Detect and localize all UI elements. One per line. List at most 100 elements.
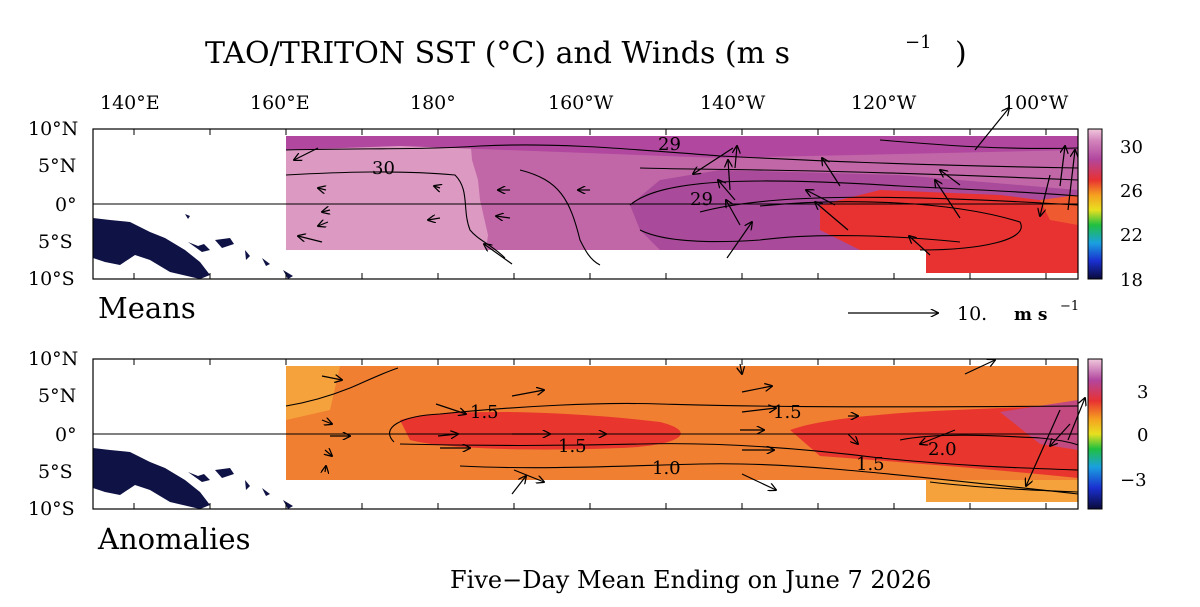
lon-tick: 180°	[410, 92, 456, 114]
anomalies-tickmarks	[133, 359, 1047, 509]
wind-vector	[434, 186, 440, 188]
wind-vector	[511, 390, 544, 397]
land-new-guinea	[93, 448, 210, 509]
contour-label: 30	[372, 158, 395, 179]
contour-line	[389, 402, 1078, 443]
wind-vector	[847, 433, 858, 444]
wind-scale-value: 10.	[957, 303, 987, 325]
footer-caption: Five−Day Mean Ending on June 7 2026	[450, 566, 931, 594]
wind-vector	[741, 386, 772, 393]
contour-line	[399, 443, 1078, 471]
contour-line	[899, 434, 1078, 446]
contour-line	[929, 481, 1078, 493]
wind-vector	[974, 108, 1009, 151]
contour-label: 29	[690, 189, 713, 210]
land-island	[245, 480, 250, 490]
wind-vector	[496, 216, 511, 218]
wind-vector	[1067, 150, 1075, 211]
contour-label: 2.0	[928, 439, 957, 460]
lat-tick: 0°	[55, 424, 77, 446]
wind-vector	[321, 376, 342, 380]
wind-vector	[740, 363, 742, 374]
contour-line	[519, 169, 601, 266]
wind-vector	[1067, 398, 1085, 441]
colorbar-tick: 18	[1120, 270, 1143, 291]
contour-line	[285, 144, 1078, 169]
contour-label: 1.5	[470, 402, 499, 423]
lat-tick: 0°	[55, 194, 77, 216]
land-new-guinea	[93, 218, 210, 279]
means-lat-labels: 10°N 5°N 0° 5°S 10°S	[28, 118, 78, 290]
wind-vector	[940, 170, 961, 186]
wind-scale-unit: m s	[1014, 305, 1047, 325]
lat-tick: 10°S	[28, 498, 75, 520]
anomalies-lat-labels: 10°N 5°N 0° 5°S 10°S	[28, 348, 78, 520]
wind-vector	[935, 180, 961, 219]
wind-vector	[693, 147, 734, 174]
sst-fill-red	[820, 190, 1078, 273]
contour-label: 1.5	[856, 454, 885, 475]
wind-vector	[909, 236, 931, 256]
wind-vector	[815, 202, 849, 231]
contour-line	[629, 180, 1078, 206]
wind-vector	[726, 222, 752, 259]
anom-fill-red-east	[790, 405, 1078, 478]
wind-vector	[735, 146, 737, 169]
contour-line	[879, 139, 1078, 149]
wind-vector	[718, 180, 736, 201]
lon-tick: 140°W	[700, 92, 766, 114]
wind-vector	[806, 190, 836, 206]
wind-vector	[741, 473, 776, 490]
colorbar-tick: −3	[1120, 470, 1147, 491]
anomalies-wind-vectors	[321, 360, 1085, 495]
land-island	[185, 214, 190, 219]
lat-tick: 10°N	[28, 348, 78, 370]
wind-vector	[294, 147, 319, 160]
wind-vector	[484, 244, 513, 265]
colorbar-tick: 30	[1120, 137, 1143, 158]
wind-vector	[318, 222, 329, 226]
land-island	[188, 472, 210, 482]
land-island	[245, 250, 250, 260]
contour-label: 1.5	[773, 402, 802, 423]
means-frame	[92, 128, 1079, 280]
wind-vector	[1059, 146, 1065, 187]
means-colorbar	[1087, 128, 1103, 280]
wind-vector	[513, 469, 544, 482]
anomalies-panel: 1.5 1.5 1.5 1.0 1.5 2.0 10°N 5°N 0° 5°S …	[28, 348, 1148, 556]
wind-scale-key: 10. m s −1	[848, 299, 1079, 325]
sst-fill-north	[286, 136, 1078, 158]
wind-vector	[741, 408, 776, 412]
wind-vector	[318, 188, 326, 190]
land-island	[262, 488, 270, 496]
contour-label: 1.0	[652, 458, 681, 479]
contour-line	[285, 171, 506, 259]
land-island	[188, 242, 210, 252]
wind-vector	[1050, 423, 1071, 446]
land-island	[283, 500, 293, 509]
anomalies-colorbar-labels: 3 0 −3	[1120, 382, 1148, 491]
wind-vector	[822, 158, 841, 187]
means-panel-label: Means	[98, 291, 196, 325]
lat-tick: 10°S	[28, 268, 75, 290]
anomalies-frame	[92, 358, 1079, 510]
wind-vector	[298, 236, 323, 243]
lon-tick: 160°E	[250, 92, 310, 114]
means-wind-vectors	[294, 108, 1075, 265]
contour-line	[639, 167, 1078, 181]
means-tickmarks	[133, 129, 1047, 279]
contour-label: 29	[658, 134, 681, 155]
contour-line	[285, 367, 399, 407]
means-colorbar-labels: 30 26 22 18	[1120, 137, 1143, 291]
wind-vector	[437, 434, 458, 436]
colorbar-tick: 26	[1120, 181, 1143, 202]
colorbar-tick: 22	[1120, 225, 1143, 246]
title-exponent: −1	[905, 32, 932, 53]
land-island	[262, 258, 270, 266]
lon-tick: 140°E	[100, 92, 160, 114]
colorbar-tick: 0	[1137, 425, 1148, 446]
contour-line	[639, 229, 961, 243]
wind-vector	[435, 403, 466, 414]
wind-scale-exp: −1	[1060, 299, 1079, 314]
